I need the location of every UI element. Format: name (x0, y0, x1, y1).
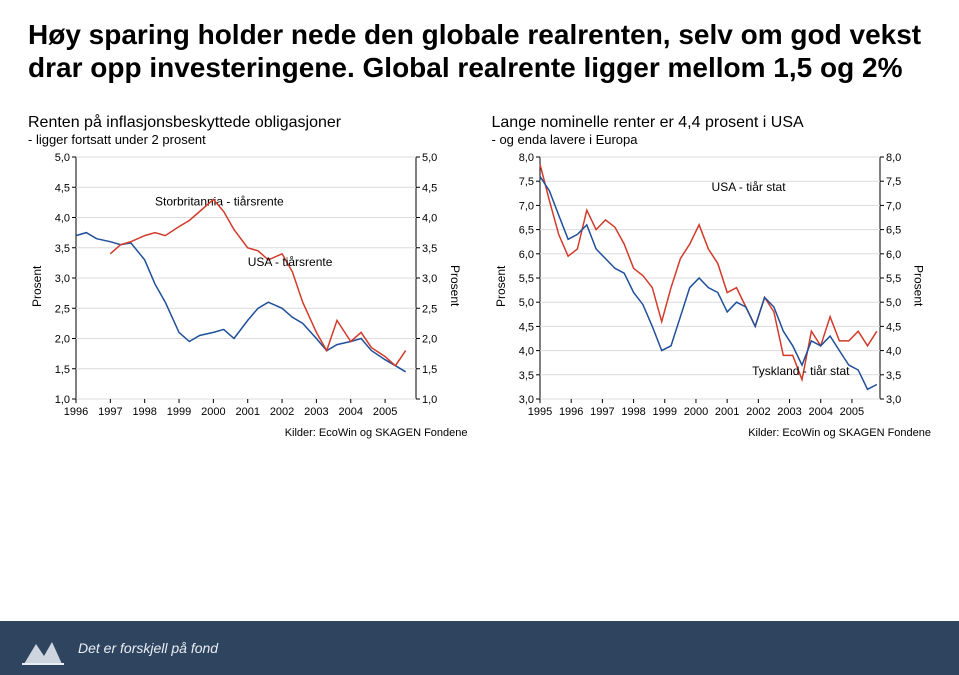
svg-text:6,5: 6,5 (518, 225, 533, 237)
chart-right-title: Lange nominelle renter er 4,4 prosent i … (492, 114, 932, 132)
svg-text:1997: 1997 (98, 406, 122, 418)
svg-text:7,5: 7,5 (886, 176, 901, 188)
svg-text:4,5: 4,5 (55, 182, 70, 194)
svg-text:4,0: 4,0 (422, 213, 437, 225)
svg-text:1997: 1997 (590, 406, 614, 418)
svg-text:4,0: 4,0 (518, 346, 533, 358)
svg-text:1,0: 1,0 (422, 394, 437, 406)
svg-text:4,0: 4,0 (886, 346, 901, 358)
svg-text:4,5: 4,5 (886, 321, 901, 333)
svg-text:1999: 1999 (167, 406, 191, 418)
chart-left: Renten på inflasjonsbeskyttede obligasjo… (28, 114, 468, 439)
svg-text:8,0: 8,0 (518, 152, 533, 164)
svg-text:3,0: 3,0 (886, 394, 901, 406)
footer-bar: Det er forskjell på fond (0, 621, 959, 675)
svg-text:1998: 1998 (132, 406, 156, 418)
svg-text:3,0: 3,0 (518, 394, 533, 406)
svg-text:USA - tiår stat: USA - tiår stat (711, 180, 786, 194)
svg-text:2,0: 2,0 (55, 334, 70, 346)
title-line-2: drar opp investeringene. Global realrent… (28, 52, 902, 83)
svg-text:6,0: 6,0 (518, 249, 533, 261)
chart-left-subtitle: - ligger fortsatt under 2 prosent (28, 132, 468, 147)
svg-text:3,5: 3,5 (422, 243, 437, 255)
svg-text:2001: 2001 (714, 406, 738, 418)
svg-text:4,5: 4,5 (518, 321, 533, 333)
svg-text:1,5: 1,5 (422, 364, 437, 376)
chart-right-ylabel-right: Prosent (910, 151, 928, 421)
svg-text:2000: 2000 (683, 406, 707, 418)
footer-logo-icon (20, 630, 66, 666)
svg-text:6,0: 6,0 (886, 249, 901, 261)
footer-text: Det er forskjell på fond (78, 640, 218, 656)
charts-row: Renten på inflasjonsbeskyttede obligasjo… (28, 114, 931, 439)
svg-text:2001: 2001 (235, 406, 259, 418)
chart-right: Lange nominelle renter er 4,4 prosent i … (492, 114, 932, 439)
svg-text:1,5: 1,5 (55, 364, 70, 376)
title-line-1: Høy sparing holder nede den globale real… (28, 19, 921, 50)
svg-text:3,0: 3,0 (422, 273, 437, 285)
svg-text:3,5: 3,5 (55, 243, 70, 255)
svg-text:6,5: 6,5 (886, 225, 901, 237)
chart-left-ylabel-left: Prosent (28, 151, 46, 421)
svg-text:2,5: 2,5 (422, 303, 437, 315)
svg-text:7,0: 7,0 (518, 200, 533, 212)
svg-text:2004: 2004 (339, 406, 363, 418)
svg-text:4,5: 4,5 (422, 182, 437, 194)
svg-text:5,0: 5,0 (886, 297, 901, 309)
svg-text:1,0: 1,0 (55, 394, 70, 406)
svg-text:2005: 2005 (373, 406, 397, 418)
svg-text:1999: 1999 (652, 406, 676, 418)
chart-left-source: Kilder: EcoWin og SKAGEN Fondene (28, 427, 468, 439)
svg-text:5,0: 5,0 (55, 152, 70, 164)
svg-text:2003: 2003 (777, 406, 801, 418)
svg-text:5,0: 5,0 (518, 297, 533, 309)
svg-text:1995: 1995 (527, 406, 551, 418)
svg-text:5,5: 5,5 (518, 273, 533, 285)
svg-text:7,5: 7,5 (518, 176, 533, 188)
svg-text:1996: 1996 (64, 406, 88, 418)
svg-text:2004: 2004 (808, 406, 832, 418)
chart-right-subtitle: - og enda lavere i Europa (492, 132, 932, 147)
svg-text:3,5: 3,5 (886, 370, 901, 382)
svg-text:3,5: 3,5 (518, 370, 533, 382)
svg-text:4,0: 4,0 (55, 213, 70, 225)
svg-text:2003: 2003 (304, 406, 328, 418)
chart-left-title: Renten på inflasjonsbeskyttede obligasjo… (28, 114, 468, 132)
svg-text:5,5: 5,5 (886, 273, 901, 285)
svg-text:8,0: 8,0 (886, 152, 901, 164)
chart-left-ylabel-right: Prosent (446, 151, 464, 421)
svg-text:2002: 2002 (270, 406, 294, 418)
svg-text:1998: 1998 (621, 406, 645, 418)
svg-text:3,0: 3,0 (55, 273, 70, 285)
svg-text:2005: 2005 (839, 406, 863, 418)
chart-right-ylabel-left: Prosent (492, 151, 510, 421)
page-title: Høy sparing holder nede den globale real… (28, 18, 928, 84)
svg-text:2002: 2002 (746, 406, 770, 418)
svg-text:2,0: 2,0 (422, 334, 437, 346)
svg-text:Tyskland - tiår stat: Tyskland - tiår stat (752, 364, 850, 378)
chart-right-plot: 3,0 3,0 3,5 3,5 4,0 4,0 4,5 4,5 5,0 5,0 5,5 5,5 6,0 6… (510, 151, 910, 421)
chart-right-source: Kilder: EcoWin og SKAGEN Fondene (492, 427, 932, 439)
svg-text:1996: 1996 (558, 406, 582, 418)
svg-text:5,0: 5,0 (422, 152, 437, 164)
svg-text:2,5: 2,5 (55, 303, 70, 315)
chart-left-plot: 1,0 1,0 1,5 1,5 2,0 2,0 2,5 2,5 3,0 3,0 3,5 3,5 4,0 4… (46, 151, 446, 421)
svg-text:7,0: 7,0 (886, 200, 901, 212)
svg-text:2000: 2000 (201, 406, 225, 418)
svg-text:USA - tiårsrente: USA - tiårsrente (248, 255, 333, 269)
